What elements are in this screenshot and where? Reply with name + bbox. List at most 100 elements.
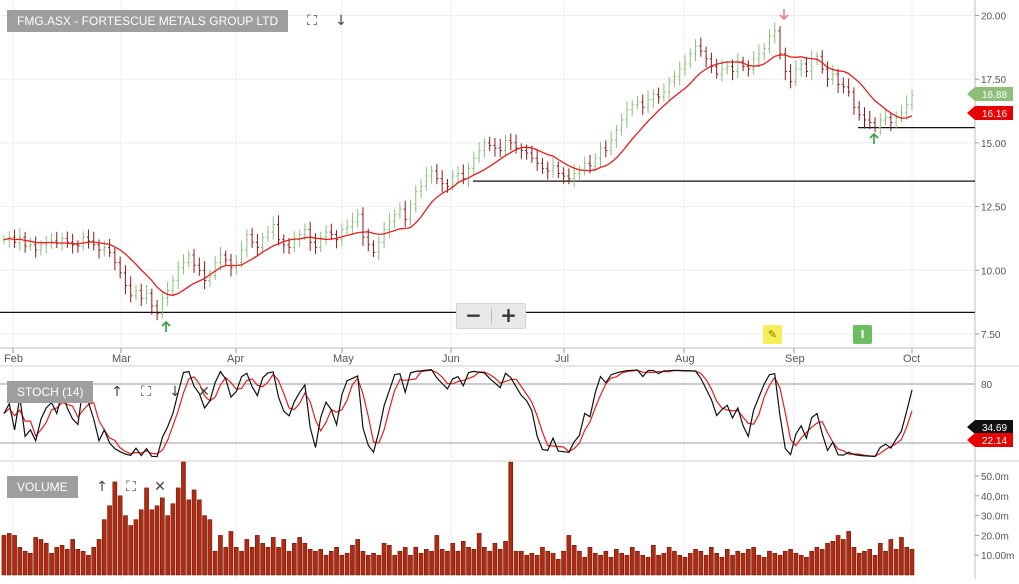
volume-bar xyxy=(439,549,445,576)
volume-bar xyxy=(782,550,788,576)
price-bar xyxy=(509,133,513,151)
volume-y-tick-label: 50.0m xyxy=(981,472,1009,483)
signal-down-arrow xyxy=(779,9,789,21)
main-panel-title[interactable]: FMG.ASX - FORTESCUE METALS GROUP LTD xyxy=(7,10,289,32)
x-tick-label: Aug xyxy=(675,353,695,365)
signal-down-arrow-head xyxy=(779,14,789,21)
volume-bar xyxy=(170,503,176,576)
price-bar xyxy=(699,37,703,57)
volume-bar xyxy=(202,515,207,576)
volume-bar xyxy=(233,547,239,576)
arrow-down-icon[interactable]: ↓ xyxy=(169,384,181,400)
volume-panel-title[interactable]: VOLUME xyxy=(7,476,78,498)
volume-bar xyxy=(43,543,49,576)
volume-bar xyxy=(555,558,561,576)
pencil-icon[interactable]: ✎ xyxy=(763,325,782,344)
stoch-y-tick-label: 80 xyxy=(981,380,993,391)
volume-bar xyxy=(508,461,514,576)
price-bar xyxy=(192,248,196,273)
stoch-d-line xyxy=(3,369,913,457)
volume-bar xyxy=(751,547,756,576)
volume-bar xyxy=(519,550,524,576)
volume-bar xyxy=(825,543,830,576)
price-bar xyxy=(693,39,698,62)
volume-bar xyxy=(223,547,229,576)
expand-icon[interactable]: ⛶ xyxy=(126,479,136,495)
price-bar xyxy=(224,250,228,266)
volume-bar xyxy=(424,549,429,576)
volume-bar xyxy=(513,550,519,576)
price-bar xyxy=(28,237,32,251)
price-bar xyxy=(752,51,756,75)
volume-bar xyxy=(249,547,255,576)
volume-bar xyxy=(418,552,424,576)
price-bar xyxy=(583,156,587,176)
volume-bar xyxy=(12,535,17,576)
stoch-k-tag xyxy=(967,420,1013,434)
volume-bar xyxy=(376,554,382,576)
price-bar xyxy=(118,256,122,279)
volume-bar xyxy=(91,547,97,576)
price-bar xyxy=(245,229,249,258)
price-bar xyxy=(313,233,318,254)
expand-icon[interactable]: ⛶ xyxy=(307,13,317,29)
volume-bar xyxy=(75,549,81,576)
volume-bar xyxy=(740,552,746,576)
volume-bar xyxy=(645,556,651,576)
price-bar xyxy=(757,44,761,68)
price-bar xyxy=(683,54,687,76)
x-tick-label: Oct xyxy=(903,353,920,365)
volume-bar xyxy=(899,537,904,576)
arrow-up-icon[interactable]: ↑ xyxy=(96,479,108,495)
volume-bar xyxy=(856,552,862,576)
stoch-panel-title[interactable]: STOCH (14) xyxy=(7,381,94,403)
x-tick-label: May xyxy=(333,353,354,365)
volume-bar xyxy=(714,552,719,576)
volume-bar xyxy=(603,550,609,576)
price-bar xyxy=(604,140,608,158)
volume-bar xyxy=(38,539,44,576)
price-bar xyxy=(176,260,180,290)
expand-icon[interactable]: ⛶ xyxy=(141,384,151,400)
volume-bar xyxy=(841,539,846,576)
close-icon[interactable]: ✕ xyxy=(198,384,210,400)
zoom-in-button[interactable]: + xyxy=(500,303,517,327)
volume-bar xyxy=(698,550,704,576)
volume-bar xyxy=(724,549,730,576)
volume-bar xyxy=(661,552,667,576)
volume-bar xyxy=(328,550,334,576)
price-bar xyxy=(334,230,339,249)
price-bar xyxy=(878,113,882,136)
price-bar xyxy=(472,151,476,176)
close-icon[interactable]: ✕ xyxy=(154,479,166,495)
y-tick-label: 15.00 xyxy=(981,139,1006,150)
price-bar xyxy=(873,117,877,133)
price-bar xyxy=(662,83,666,102)
volume-bar xyxy=(107,505,112,576)
zoom-out-button[interactable]: − xyxy=(465,303,482,327)
price-bar xyxy=(630,100,634,117)
volume-bar xyxy=(598,554,603,576)
price-bar xyxy=(134,285,138,301)
price-bar xyxy=(804,57,809,78)
volume-bar xyxy=(788,549,793,576)
volume-bar xyxy=(682,556,688,576)
price-bar xyxy=(414,185,418,213)
arrow-up-icon[interactable]: ↑ xyxy=(111,384,123,400)
arrow-down-icon[interactable]: ↓ xyxy=(335,13,347,29)
price-bar xyxy=(139,283,143,306)
volume-bar xyxy=(397,550,403,576)
price-bar xyxy=(203,261,207,290)
annotation-badge[interactable]: I xyxy=(853,325,872,344)
volume-bar xyxy=(175,487,181,576)
volume-bar xyxy=(133,519,139,576)
price-bar xyxy=(208,270,212,288)
price-bar xyxy=(862,107,867,129)
volume-bar xyxy=(767,550,772,576)
price-bar xyxy=(23,231,27,253)
price-bar xyxy=(567,168,571,185)
volume-bar xyxy=(761,556,767,576)
price-bar xyxy=(783,47,787,81)
volume-bar xyxy=(265,547,271,576)
